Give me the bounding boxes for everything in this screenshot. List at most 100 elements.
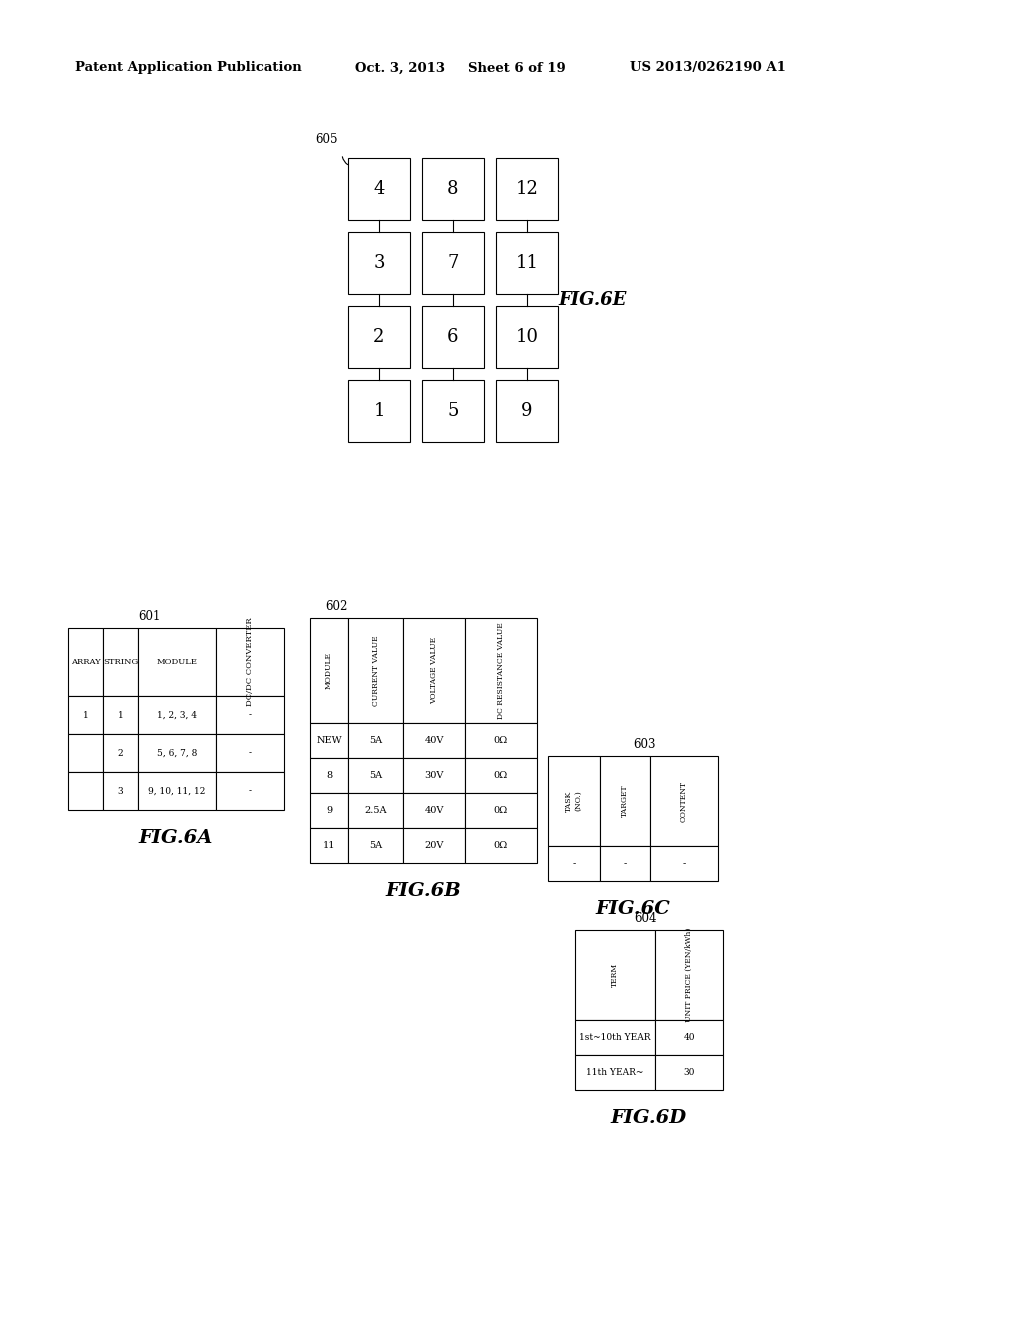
Text: 30V: 30V: [424, 771, 443, 780]
Text: 5: 5: [447, 403, 459, 420]
Text: 12: 12: [515, 180, 539, 198]
Text: TASK
(NO.): TASK (NO.): [565, 791, 583, 812]
Text: DC/DC CONVERTER: DC/DC CONVERTER: [246, 618, 254, 706]
Bar: [548, 756, 600, 846]
Text: 0Ω: 0Ω: [494, 807, 508, 814]
Text: -: -: [249, 710, 252, 719]
Bar: [348, 723, 403, 758]
Bar: [348, 158, 410, 220]
Text: 0Ω: 0Ω: [494, 737, 508, 744]
Text: -: -: [249, 787, 252, 796]
Text: 9, 10, 11, 12: 9, 10, 11, 12: [148, 787, 206, 796]
Text: Patent Application Publication: Patent Application Publication: [75, 62, 302, 74]
Bar: [348, 232, 410, 294]
Bar: [138, 696, 216, 734]
Bar: [650, 846, 718, 880]
Text: 603: 603: [633, 738, 655, 751]
Text: MODULE: MODULE: [157, 657, 198, 667]
Text: 40V: 40V: [424, 807, 443, 814]
Text: -: -: [572, 859, 575, 869]
Text: STRING: STRING: [102, 657, 138, 667]
Bar: [465, 723, 537, 758]
Text: 40: 40: [683, 1034, 694, 1041]
Bar: [422, 380, 484, 442]
Bar: [216, 734, 284, 772]
Text: 8: 8: [447, 180, 459, 198]
Text: 5A: 5A: [369, 841, 382, 850]
Text: -: -: [624, 859, 627, 869]
Bar: [465, 793, 537, 828]
Text: 40V: 40V: [424, 737, 443, 744]
Bar: [310, 828, 348, 863]
Bar: [103, 734, 138, 772]
Bar: [216, 696, 284, 734]
Text: 11: 11: [323, 841, 335, 850]
Bar: [216, 772, 284, 810]
Text: MODULE: MODULE: [325, 652, 333, 689]
Text: ARRAY: ARRAY: [71, 657, 100, 667]
Bar: [465, 618, 537, 723]
Text: US 2013/0262190 A1: US 2013/0262190 A1: [630, 62, 785, 74]
Text: Oct. 3, 2013: Oct. 3, 2013: [355, 62, 445, 74]
Text: 1: 1: [374, 403, 385, 420]
Bar: [103, 772, 138, 810]
Bar: [310, 758, 348, 793]
Text: 10: 10: [515, 327, 539, 346]
Bar: [496, 380, 558, 442]
Bar: [422, 158, 484, 220]
Bar: [655, 1020, 723, 1055]
Bar: [600, 756, 650, 846]
Bar: [68, 734, 103, 772]
Bar: [575, 931, 655, 1020]
Bar: [655, 931, 723, 1020]
Bar: [216, 628, 284, 696]
Text: 1st~10th YEAR: 1st~10th YEAR: [580, 1034, 650, 1041]
Text: 6: 6: [447, 327, 459, 346]
Text: 0Ω: 0Ω: [494, 771, 508, 780]
Text: FIG.6B: FIG.6B: [386, 882, 462, 900]
Bar: [348, 793, 403, 828]
Text: 5A: 5A: [369, 737, 382, 744]
Text: 8: 8: [326, 771, 332, 780]
Text: UNIT PRICE (YEN/kWh): UNIT PRICE (YEN/kWh): [685, 928, 693, 1022]
Text: 3: 3: [118, 787, 123, 796]
Text: 30: 30: [683, 1068, 694, 1077]
Text: DC RESISTANCE VALUE: DC RESISTANCE VALUE: [497, 622, 505, 719]
Bar: [422, 306, 484, 368]
Bar: [68, 772, 103, 810]
Bar: [310, 618, 348, 723]
Bar: [348, 618, 403, 723]
Text: 7: 7: [447, 253, 459, 272]
Bar: [403, 828, 465, 863]
Text: 11th YEAR~: 11th YEAR~: [587, 1068, 644, 1077]
Text: 1: 1: [118, 710, 123, 719]
Text: TARGET: TARGET: [621, 784, 629, 817]
Text: 9: 9: [521, 403, 532, 420]
Bar: [138, 772, 216, 810]
Bar: [548, 846, 600, 880]
Text: 5A: 5A: [369, 771, 382, 780]
Text: 2: 2: [374, 327, 385, 346]
Text: CONTENT: CONTENT: [680, 780, 688, 821]
Bar: [348, 758, 403, 793]
Text: 11: 11: [515, 253, 539, 272]
Bar: [600, 846, 650, 880]
Bar: [575, 1020, 655, 1055]
Bar: [650, 756, 718, 846]
Bar: [310, 723, 348, 758]
Bar: [403, 758, 465, 793]
Text: 1, 2, 3, 4: 1, 2, 3, 4: [157, 710, 197, 719]
Bar: [348, 306, 410, 368]
Text: 3: 3: [374, 253, 385, 272]
Text: 602: 602: [325, 599, 347, 612]
Text: FIG.6D: FIG.6D: [611, 1109, 687, 1127]
Bar: [348, 380, 410, 442]
Text: VOLTAGE VALUE: VOLTAGE VALUE: [430, 638, 438, 704]
Text: 605: 605: [315, 133, 338, 147]
Bar: [138, 734, 216, 772]
Bar: [68, 628, 103, 696]
Text: CURRENT VALUE: CURRENT VALUE: [372, 635, 380, 706]
Bar: [403, 793, 465, 828]
Bar: [348, 828, 403, 863]
Bar: [310, 793, 348, 828]
